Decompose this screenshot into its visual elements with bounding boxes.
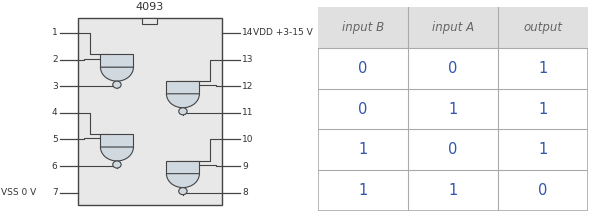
Text: 1: 1 [52,29,58,37]
Text: input B: input B [342,20,384,34]
Wedge shape [100,147,134,161]
Text: 1: 1 [448,184,457,198]
Text: 14: 14 [242,29,254,37]
Text: 0: 0 [448,61,457,75]
Text: VSS 0 V: VSS 0 V [1,188,36,197]
Text: 1: 1 [358,143,368,157]
Wedge shape [166,174,200,187]
Text: 10: 10 [242,135,254,144]
Circle shape [113,161,121,168]
Wedge shape [100,67,134,81]
Circle shape [179,187,187,195]
Text: 1: 1 [538,61,548,75]
Text: 8: 8 [242,188,248,197]
Text: 1: 1 [448,102,457,116]
Text: 2: 2 [52,55,58,64]
Bar [78,18,222,205]
Text: 0: 0 [358,102,368,116]
Bar [100,54,134,67]
Text: 0: 0 [538,184,548,198]
Text: 5: 5 [52,135,58,144]
Text: 4093: 4093 [136,2,164,12]
Text: 9: 9 [242,162,248,170]
Text: 3: 3 [52,82,58,91]
Text: 1: 1 [358,184,368,198]
Text: 4: 4 [52,108,58,117]
Text: 13: 13 [242,55,254,64]
Circle shape [113,81,121,88]
Circle shape [179,108,187,115]
Text: 1: 1 [538,143,548,157]
Wedge shape [166,94,200,108]
Bar [143,18,157,24]
Text: 1: 1 [538,102,548,116]
Text: 6: 6 [52,162,58,170]
Text: output: output [523,20,563,34]
Text: input A: input A [432,20,474,34]
Bar [318,7,588,48]
Text: 0: 0 [358,61,368,75]
Text: 11: 11 [242,108,254,117]
Bar [100,134,134,147]
Text: 7: 7 [52,188,58,197]
Bar [166,161,200,174]
Text: VDD +3-15 V: VDD +3-15 V [253,29,313,37]
Bar [166,81,200,94]
Text: 0: 0 [448,143,457,157]
Text: 12: 12 [242,82,254,91]
